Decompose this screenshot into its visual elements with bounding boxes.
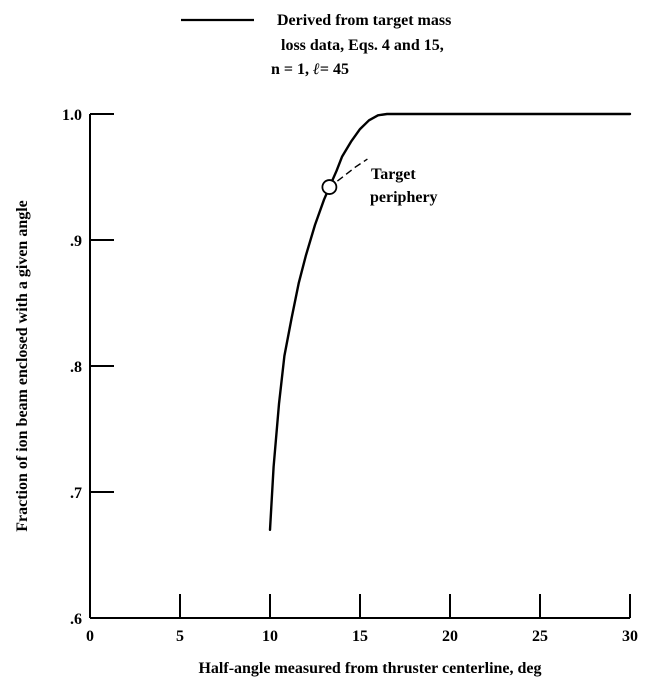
y-axis-label: Fraction of ion beam enclosed with a giv…: [14, 200, 31, 532]
y-tick-label: .9: [70, 233, 82, 250]
series-line: [268, 112, 632, 531]
x-tick-label: 5: [176, 628, 184, 645]
x-axis-label: Half-angle measured from thruster center…: [198, 660, 541, 677]
axes: [89, 114, 630, 619]
legend-ell-symbol: ℓ: [312, 61, 320, 78]
x-tick-label: 20: [442, 628, 458, 645]
series-layer: [268, 112, 632, 531]
annotation-leader-line: [336, 158, 368, 182]
x-tick-label: 30: [622, 628, 638, 645]
y-tick-label: .8: [70, 359, 82, 376]
x-tick-label: 10: [262, 628, 278, 645]
legend-text-line-1: Derived from target mass: [277, 12, 451, 29]
y-tick-label: .6: [70, 611, 82, 628]
y-ticks: .6 .7 .8 .9 1.0: [62, 107, 114, 628]
x-tick-label: 25: [532, 628, 548, 645]
legend: Derived from target mass loss data, Eqs.…: [181, 12, 451, 78]
y-tick-label: .7: [70, 485, 82, 502]
target-periphery-marker: [321, 179, 338, 195]
legend-text-line-3: n = 1, ℓ= 45: [271, 61, 349, 78]
annotation-text-line-1: Target: [371, 166, 416, 183]
x-ticks: 0 5 10 15 20 25 30: [86, 594, 638, 645]
y-tick-label: 1.0: [62, 107, 82, 124]
annotation-text-line-2: periphery: [370, 189, 438, 206]
legend-n-value: n = 1,: [271, 61, 313, 78]
x-tick-label: 0: [86, 628, 94, 645]
x-tick-label: 15: [352, 628, 368, 645]
legend-ell-value: = 45: [320, 61, 349, 78]
annotation-layer: Target periphery: [321, 158, 438, 206]
legend-text-line-2: loss data, Eqs. 4 and 15,: [281, 37, 444, 54]
